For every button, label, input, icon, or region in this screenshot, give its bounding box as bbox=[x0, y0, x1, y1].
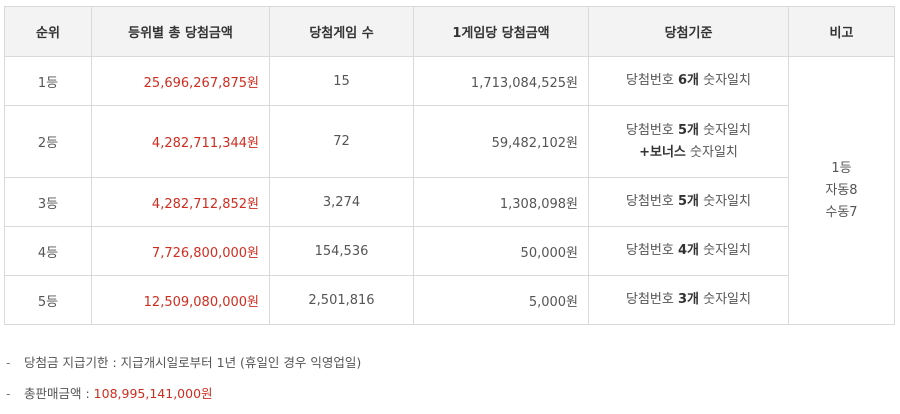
table-row: 2등 4,282,711,344원 72 59,482,102원 당첨번호 5개… bbox=[4, 105, 895, 178]
winning-games-cell: 72 bbox=[269, 105, 414, 178]
prize-table: 순위 등위별 총 당첨금액 당첨게임 수 1게임당 당첨금액 당첨기준 비고 1… bbox=[4, 6, 895, 325]
criteria-text: 당첨번호 bbox=[626, 194, 678, 209]
criteria-cell: 당첨번호 5개 숫자일치 +보너스 숫자일치 bbox=[588, 105, 789, 178]
table-header-row: 순위 등위별 총 당첨금액 당첨게임 수 1게임당 당첨금액 당첨기준 비고 bbox=[4, 6, 895, 57]
criteria-count: 4개 bbox=[677, 243, 699, 258]
rank-cell: 4등 bbox=[4, 226, 92, 276]
winning-games-cell: 2,501,816 bbox=[269, 275, 414, 325]
criteria-line: 당첨번호 5개 숫자일치 bbox=[599, 120, 778, 142]
header-criteria: 당첨기준 bbox=[588, 6, 789, 57]
criteria-line: +보너스 숫자일치 bbox=[599, 142, 778, 164]
criteria-count: 3개 bbox=[677, 292, 699, 307]
criteria-text: 숫자일치 bbox=[699, 243, 751, 258]
note-line: 1등 bbox=[831, 160, 852, 176]
prize-per-game-cell: 50,000원 bbox=[413, 226, 589, 276]
criteria-count: 5개 bbox=[677, 194, 699, 209]
total-prize-cell: 7,726,800,000원 bbox=[91, 226, 270, 276]
notes-list: - 당첨금 지급기한 : 지급개시일로부터 1년 (휴일인 경우 익영업일) -총… bbox=[6, 352, 361, 414]
criteria-text: 숫자일치 bbox=[699, 73, 751, 88]
header-prize-per-game: 1게임당 당첨금액 bbox=[413, 6, 589, 57]
winning-games-cell: 3,274 bbox=[269, 177, 414, 227]
prize-per-game-cell: 59,482,102원 bbox=[413, 105, 589, 178]
total-prize-cell: 4,282,712,852원 bbox=[91, 177, 270, 227]
header-winning-games: 당첨게임 수 bbox=[269, 6, 414, 57]
table-row: 1등 25,696,267,875원 15 1,713,084,525원 당첨번… bbox=[4, 56, 895, 325]
criteria-bonus: +보너스 bbox=[639, 144, 686, 160]
criteria-text: 숫자일치 bbox=[685, 144, 738, 160]
sales-value: 108,995,141,000원 bbox=[93, 386, 213, 401]
criteria-cell: 당첨번호 5개 숫자일치 bbox=[588, 177, 789, 227]
criteria-text: 당첨번호 bbox=[626, 292, 678, 307]
rank-cell: 5등 bbox=[4, 275, 92, 325]
note-cell: 1등 자동8 수동7 bbox=[788, 56, 895, 325]
criteria-text: 숫자일치 bbox=[699, 292, 751, 307]
prize-per-game-cell: 5,000원 bbox=[413, 275, 589, 325]
sales-note: - 총판매금액 : 108,995,141,000원 bbox=[6, 383, 361, 405]
criteria-cell: 당첨번호 6개 숫자일치 bbox=[588, 56, 789, 106]
table-row: 5등 12,509,080,000원 2,501,816 5,000원 당첨번호… bbox=[4, 275, 895, 325]
total-prize-cell: 4,282,711,344원 bbox=[91, 105, 270, 178]
header-note: 비고 bbox=[788, 6, 895, 57]
sales-label: 총판매금액 : bbox=[24, 386, 94, 401]
total-prize-cell: 12,509,080,000원 bbox=[91, 275, 270, 325]
criteria-count: 6개 bbox=[677, 73, 699, 88]
deadline-value: 지급개시일로부터 1년 (휴일인 경우 익영업일) bbox=[120, 355, 362, 370]
rank-cell: 2등 bbox=[4, 105, 92, 178]
prize-per-game-cell: 1,308,098원 bbox=[413, 177, 589, 227]
winning-games-cell: 154,536 bbox=[269, 226, 414, 276]
criteria-text: 당첨번호 bbox=[626, 122, 678, 138]
total-prize-cell: 25,696,267,875원 bbox=[91, 56, 270, 106]
header-rank: 순위 bbox=[4, 6, 92, 57]
criteria-text: 당첨번호 bbox=[626, 73, 678, 88]
table-row: 3등 4,282,712,852원 3,274 1,308,098원 당첨번호 … bbox=[4, 177, 895, 227]
deadline-note: - 당첨금 지급기한 : 지급개시일로부터 1년 (휴일인 경우 익영업일) bbox=[6, 352, 361, 374]
criteria-cell: 당첨번호 4개 숫자일치 bbox=[588, 226, 789, 276]
prize-per-game-cell: 1,713,084,525원 bbox=[413, 56, 589, 106]
criteria-cell: 당첨번호 3개 숫자일치 bbox=[588, 275, 789, 325]
header-total-prize: 등위별 총 당첨금액 bbox=[91, 6, 270, 57]
criteria-text: 숫자일치 bbox=[699, 122, 751, 138]
criteria-count: 5개 bbox=[677, 122, 699, 138]
note-line: 자동8 bbox=[825, 182, 858, 198]
winning-games-cell: 15 bbox=[269, 56, 414, 106]
note-line: 수동7 bbox=[825, 204, 858, 220]
rank-cell: 3등 bbox=[4, 177, 92, 227]
bullet-dash: - bbox=[6, 386, 11, 401]
table-row: 4등 7,726,800,000원 154,536 50,000원 당첨번호 4… bbox=[4, 226, 895, 276]
criteria-text: 숫자일치 bbox=[699, 194, 751, 209]
deadline-label: 당첨금 지급기한 : bbox=[24, 355, 121, 370]
bullet-dash: - bbox=[6, 355, 11, 370]
rank-cell: 1등 bbox=[4, 56, 92, 106]
criteria-text: 당첨번호 bbox=[626, 243, 678, 258]
